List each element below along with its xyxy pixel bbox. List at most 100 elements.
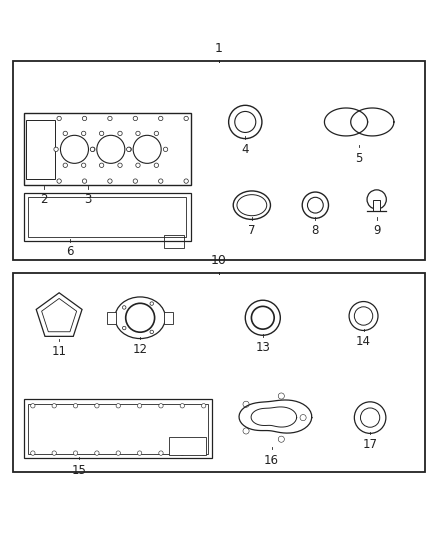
Text: 7: 7 — [248, 224, 256, 237]
Circle shape — [150, 302, 153, 305]
Circle shape — [201, 403, 206, 408]
Circle shape — [97, 135, 125, 163]
Text: 13: 13 — [255, 341, 270, 354]
Circle shape — [118, 131, 122, 135]
Circle shape — [52, 403, 57, 408]
Bar — [107, 312, 116, 324]
Bar — [24, 113, 191, 185]
Circle shape — [251, 306, 274, 329]
Circle shape — [159, 451, 163, 455]
Circle shape — [360, 408, 380, 427]
Text: 9: 9 — [373, 224, 381, 237]
Circle shape — [154, 131, 159, 135]
Circle shape — [116, 451, 120, 455]
Circle shape — [116, 403, 120, 408]
Circle shape — [243, 401, 249, 407]
Circle shape — [367, 190, 386, 209]
Circle shape — [278, 436, 284, 442]
Circle shape — [63, 131, 67, 135]
Circle shape — [154, 163, 159, 167]
Circle shape — [354, 402, 386, 433]
Circle shape — [243, 428, 249, 434]
Text: 2: 2 — [40, 193, 48, 206]
Text: 4: 4 — [241, 143, 249, 156]
Text: 17: 17 — [363, 438, 378, 451]
Circle shape — [235, 111, 256, 133]
Circle shape — [60, 135, 88, 163]
Circle shape — [245, 300, 280, 335]
Circle shape — [159, 116, 163, 120]
Circle shape — [159, 179, 163, 183]
Circle shape — [81, 131, 86, 135]
Text: 1: 1 — [215, 43, 223, 55]
Text: 15: 15 — [71, 464, 86, 477]
Circle shape — [82, 116, 87, 120]
Circle shape — [73, 403, 78, 408]
Text: 3: 3 — [84, 193, 91, 206]
Circle shape — [82, 179, 87, 183]
Circle shape — [180, 403, 184, 408]
Circle shape — [300, 415, 306, 421]
Circle shape — [123, 306, 126, 309]
Polygon shape — [36, 293, 82, 336]
Circle shape — [95, 403, 99, 408]
Circle shape — [184, 116, 188, 120]
Circle shape — [133, 116, 138, 120]
Circle shape — [229, 106, 262, 139]
Circle shape — [307, 197, 323, 213]
Circle shape — [52, 451, 57, 455]
Circle shape — [136, 163, 140, 167]
Ellipse shape — [115, 297, 166, 338]
Bar — [28, 197, 186, 237]
Circle shape — [354, 307, 373, 325]
Bar — [13, 61, 425, 260]
Circle shape — [31, 403, 35, 408]
Text: 16: 16 — [264, 454, 279, 466]
Circle shape — [108, 116, 112, 120]
Bar — [169, 437, 206, 455]
Circle shape — [126, 303, 155, 332]
Bar — [164, 236, 184, 248]
Ellipse shape — [233, 191, 270, 220]
Circle shape — [91, 147, 95, 151]
Circle shape — [127, 147, 131, 151]
Circle shape — [133, 135, 161, 163]
Text: 6: 6 — [66, 246, 74, 259]
Circle shape — [133, 179, 138, 183]
Circle shape — [127, 147, 131, 151]
Circle shape — [349, 302, 378, 330]
Circle shape — [99, 163, 104, 167]
Circle shape — [136, 131, 140, 135]
Bar — [24, 399, 212, 458]
Circle shape — [31, 451, 35, 455]
Circle shape — [138, 403, 142, 408]
Circle shape — [54, 147, 58, 151]
Bar — [28, 403, 208, 454]
Text: 12: 12 — [133, 343, 148, 356]
Bar — [13, 273, 425, 472]
Circle shape — [278, 393, 284, 399]
Bar — [164, 312, 173, 324]
Circle shape — [108, 179, 112, 183]
Text: 8: 8 — [312, 224, 319, 237]
Circle shape — [95, 451, 99, 455]
Circle shape — [73, 451, 78, 455]
Ellipse shape — [237, 195, 267, 216]
Circle shape — [123, 326, 126, 330]
Circle shape — [138, 451, 142, 455]
Circle shape — [63, 163, 67, 167]
Bar — [24, 193, 191, 241]
Circle shape — [57, 116, 61, 120]
Circle shape — [81, 163, 86, 167]
Bar — [373, 200, 380, 211]
Circle shape — [163, 147, 168, 151]
Circle shape — [302, 192, 328, 219]
Text: 11: 11 — [52, 345, 67, 358]
Circle shape — [159, 403, 163, 408]
Circle shape — [90, 147, 95, 151]
Circle shape — [57, 179, 61, 183]
Circle shape — [99, 131, 104, 135]
Circle shape — [150, 330, 153, 334]
Circle shape — [184, 179, 188, 183]
Bar — [26, 120, 55, 179]
